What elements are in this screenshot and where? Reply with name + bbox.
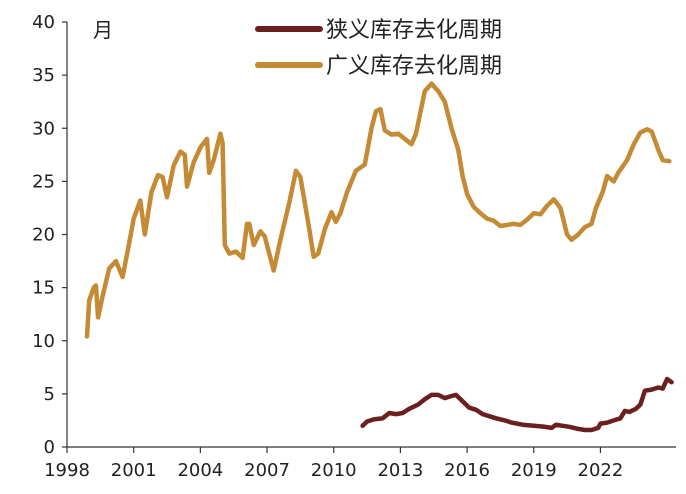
x-tick-label: 2016 (444, 460, 490, 481)
legend-label-0: 狭义库存去化周期 (326, 18, 502, 43)
axes: 0 5 10 15 20 25 30 35 40 1998 2001 2004 2007 2010 2013… (32, 12, 676, 481)
series-line-1 (84, 81, 672, 339)
y-axis-unit-label: 月 (93, 18, 113, 42)
x-tick-label: 2022 (578, 460, 624, 481)
x-tick-label: 2013 (377, 460, 423, 481)
x-tick-label: 2019 (511, 460, 557, 481)
y-tick-label: 35 (32, 65, 55, 86)
x-tick-label: 2001 (111, 460, 157, 481)
y-tick-label: 20 (32, 225, 55, 246)
series-layer (84, 81, 674, 433)
y-tick-label: 0 (44, 437, 55, 458)
x-tick-label: 2004 (177, 460, 223, 481)
y-tick-label: 30 (32, 118, 55, 139)
x-tick-label: 2010 (311, 460, 357, 481)
series-line-0 (360, 376, 674, 433)
x-tick-label: 2007 (244, 460, 290, 481)
y-tick-label: 10 (32, 331, 55, 352)
legend-label-1: 广义库存去化周期 (326, 54, 502, 79)
x-tick-label: 1998 (44, 460, 90, 481)
y-tick-label: 5 (44, 384, 55, 405)
y-tick-label: 25 (32, 171, 55, 192)
y-tick-label: 40 (32, 12, 55, 33)
y-tick-label: 15 (32, 278, 55, 299)
